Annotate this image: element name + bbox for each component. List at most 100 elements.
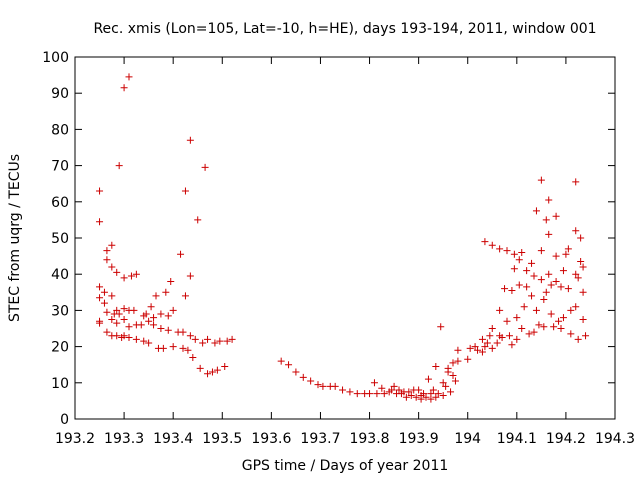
- data-point: [314, 381, 322, 389]
- data-point: [439, 391, 447, 399]
- y-tick-label: 50: [51, 231, 69, 247]
- data-point: [113, 268, 121, 276]
- data-point: [103, 247, 111, 255]
- data-point: [162, 288, 170, 296]
- data-point: [520, 303, 528, 311]
- x-axis-label: GPS time / Days of year 2011: [242, 458, 449, 474]
- x-tick-label: 194.3: [595, 431, 635, 447]
- data-point: [505, 332, 513, 340]
- data-point: [483, 339, 491, 347]
- data-point: [196, 364, 204, 372]
- data-point: [567, 330, 575, 338]
- data-point: [164, 312, 172, 320]
- y-tick-label: 10: [51, 376, 69, 392]
- data-point: [292, 368, 300, 376]
- y-tick-label: 40: [51, 267, 69, 283]
- data-point: [557, 325, 565, 332]
- data-point: [508, 286, 516, 294]
- y-tick-label: 0: [60, 412, 69, 428]
- data-point: [432, 393, 440, 401]
- data-point: [299, 373, 307, 381]
- data-point: [555, 317, 563, 325]
- data-point: [211, 339, 219, 347]
- data-point: [169, 306, 177, 314]
- data-point: [537, 176, 545, 184]
- data-point: [451, 377, 459, 385]
- data-point: [537, 247, 545, 255]
- data-point: [113, 332, 121, 340]
- data-point: [115, 310, 123, 318]
- data-point: [319, 382, 327, 390]
- data-point: [159, 344, 167, 352]
- data-point: [515, 281, 523, 289]
- data-point: [184, 346, 192, 354]
- data-point: [478, 335, 486, 343]
- data-point: [186, 332, 194, 340]
- data-point: [562, 250, 570, 258]
- data-point: [572, 178, 580, 186]
- data-point: [577, 234, 585, 242]
- data-point: [115, 162, 123, 170]
- x-tick-label: 193.9: [399, 431, 439, 447]
- data-point: [547, 281, 555, 289]
- data-point: [145, 339, 153, 347]
- data-point: [120, 305, 128, 313]
- data-point: [142, 310, 150, 318]
- data-point: [532, 207, 540, 215]
- data-point: [378, 384, 386, 392]
- data-point: [108, 263, 116, 271]
- data-point: [103, 256, 111, 264]
- data-point: [179, 344, 187, 352]
- data-point: [515, 256, 523, 264]
- data-point: [186, 136, 194, 144]
- data-point: [542, 288, 550, 296]
- y-tick-label: 80: [51, 122, 69, 138]
- chart-title: Rec. xmis (Lon=105, Lat=-10, h=HE), days…: [93, 21, 596, 37]
- data-point: [140, 337, 148, 345]
- data-point: [567, 306, 575, 314]
- data-point: [503, 247, 511, 255]
- data-point: [579, 315, 587, 323]
- data-point: [157, 310, 165, 318]
- data-point: [528, 259, 536, 267]
- data-point: [181, 292, 189, 300]
- data-point: [577, 258, 585, 266]
- data-point: [572, 227, 580, 235]
- data-point: [412, 393, 420, 401]
- data-point: [449, 372, 457, 380]
- data-point: [518, 325, 526, 332]
- data-point: [547, 310, 555, 318]
- data-point: [501, 285, 509, 293]
- data-point: [370, 379, 378, 387]
- data-point: [503, 317, 511, 325]
- y-tick-label: 20: [51, 340, 69, 356]
- x-tick-label: 193.2: [55, 431, 95, 447]
- data-point: [557, 283, 565, 291]
- data-point: [582, 332, 590, 340]
- data-point: [532, 306, 540, 314]
- data-point: [103, 328, 111, 336]
- data-point: [277, 357, 285, 365]
- data-point: [564, 285, 572, 293]
- data-point: [550, 323, 558, 331]
- data-point: [545, 230, 553, 238]
- data-point: [113, 306, 121, 314]
- data-point: [96, 283, 104, 291]
- data-point: [191, 335, 199, 343]
- data-point: [96, 187, 104, 195]
- data-point: [474, 346, 482, 354]
- data-point: [177, 250, 185, 258]
- data-point: [449, 359, 457, 367]
- data-point: [96, 294, 104, 302]
- data-point: [373, 390, 381, 398]
- data-point: [442, 382, 450, 390]
- data-point: [228, 335, 236, 343]
- y-tick-label: 100: [42, 50, 69, 66]
- data-point: [137, 321, 145, 329]
- data-point: [437, 323, 445, 331]
- data-point: [213, 366, 221, 374]
- data-point: [444, 368, 452, 376]
- data-point: [481, 238, 489, 246]
- data-point: [552, 212, 560, 220]
